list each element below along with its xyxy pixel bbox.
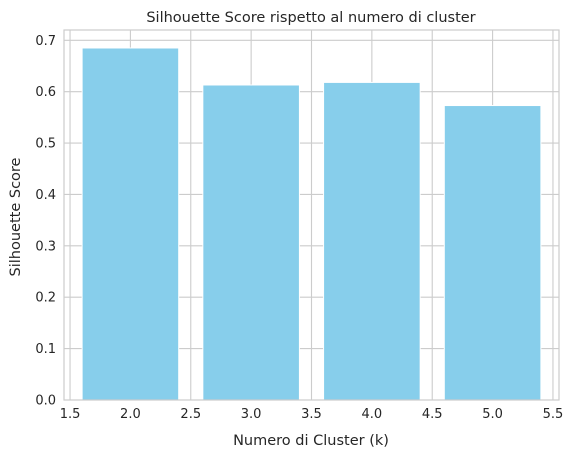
x-tick-label: 4.0	[362, 407, 383, 422]
x-tick-label: 4.5	[422, 407, 443, 422]
bar-k-3	[202, 84, 300, 401]
axes-frame	[63, 29, 560, 401]
x-tick-labels: 1.5 2.0 2.5 3.0 3.5 4.0 4.5 5.0 5.5	[60, 407, 564, 422]
y-tick-label: 0.5	[35, 137, 56, 152]
y-tick-label: 0.0	[35, 394, 56, 409]
y-axis-label: Silhouette Score	[8, 157, 24, 276]
y-tick-labels: 0.0 0.1 0.2 0.3 0.4 0.5 0.6 0.7	[35, 34, 56, 409]
x-tick-label: 3.5	[301, 407, 322, 422]
y-tick-label: 0.4	[35, 188, 56, 203]
x-tick-label: 2.0	[120, 407, 141, 422]
bar-k-4	[323, 81, 421, 401]
y-tick-label: 0.6	[35, 85, 56, 100]
y-tick-label: 0.2	[35, 291, 56, 306]
bar-k-2	[81, 47, 180, 401]
y-tick-label: 0.3	[35, 239, 56, 254]
x-tick-label: 3.0	[241, 407, 262, 422]
y-tick-label: 0.1	[35, 342, 56, 357]
plot-frame	[63, 29, 560, 401]
x-tick-label: 5.5	[543, 407, 564, 422]
bars	[81, 47, 542, 401]
x-tick-label: 2.5	[180, 407, 201, 422]
y-tick-label: 0.7	[35, 34, 56, 49]
x-tick-label: 5.0	[482, 407, 503, 422]
x-axis-label: Numero di Cluster (k)	[233, 433, 389, 449]
chart-title: Silhouette Score rispetto al numero di c…	[146, 10, 475, 26]
bar-k-5	[443, 105, 542, 401]
x-tick-label: 1.5	[60, 407, 81, 422]
